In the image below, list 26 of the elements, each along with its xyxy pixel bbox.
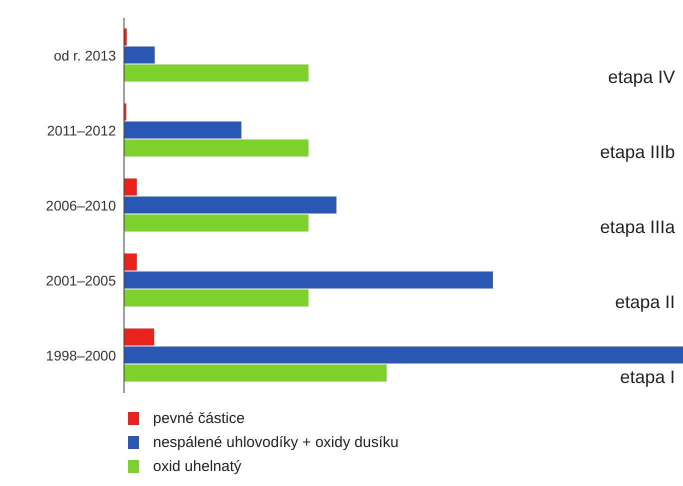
bar <box>124 272 493 288</box>
annotation: etapa IV <box>608 67 675 88</box>
annotation: etapa I <box>620 367 675 388</box>
legend-label: pevné částice <box>153 410 245 426</box>
annotation: etapa IIIb <box>600 142 675 163</box>
bar <box>124 178 137 196</box>
bar <box>124 290 308 306</box>
y-tick-label: od r. 2013 <box>54 47 116 64</box>
y-tick-label: 2006–2010 <box>46 197 116 214</box>
bar <box>124 46 155 64</box>
legend-label: oxid uhelnatý <box>153 458 242 474</box>
bar <box>124 346 683 364</box>
bar <box>124 214 308 232</box>
y-tick-label: 1998–2000 <box>46 347 116 364</box>
bar <box>124 328 154 346</box>
bar <box>124 254 137 270</box>
bar <box>124 196 336 214</box>
y-tick-label: 2001–2005 <box>46 272 116 288</box>
annotation: etapa II <box>614 292 675 313</box>
legend-label: nespálené uhlovodíky + oxidy dusíku <box>153 434 399 450</box>
bar <box>124 122 242 138</box>
annotation: etapa IIIa <box>600 217 675 238</box>
bar <box>124 140 308 156</box>
bar <box>124 64 308 82</box>
y-tick-label: 2011–2012 <box>46 122 116 138</box>
bar <box>124 364 387 382</box>
